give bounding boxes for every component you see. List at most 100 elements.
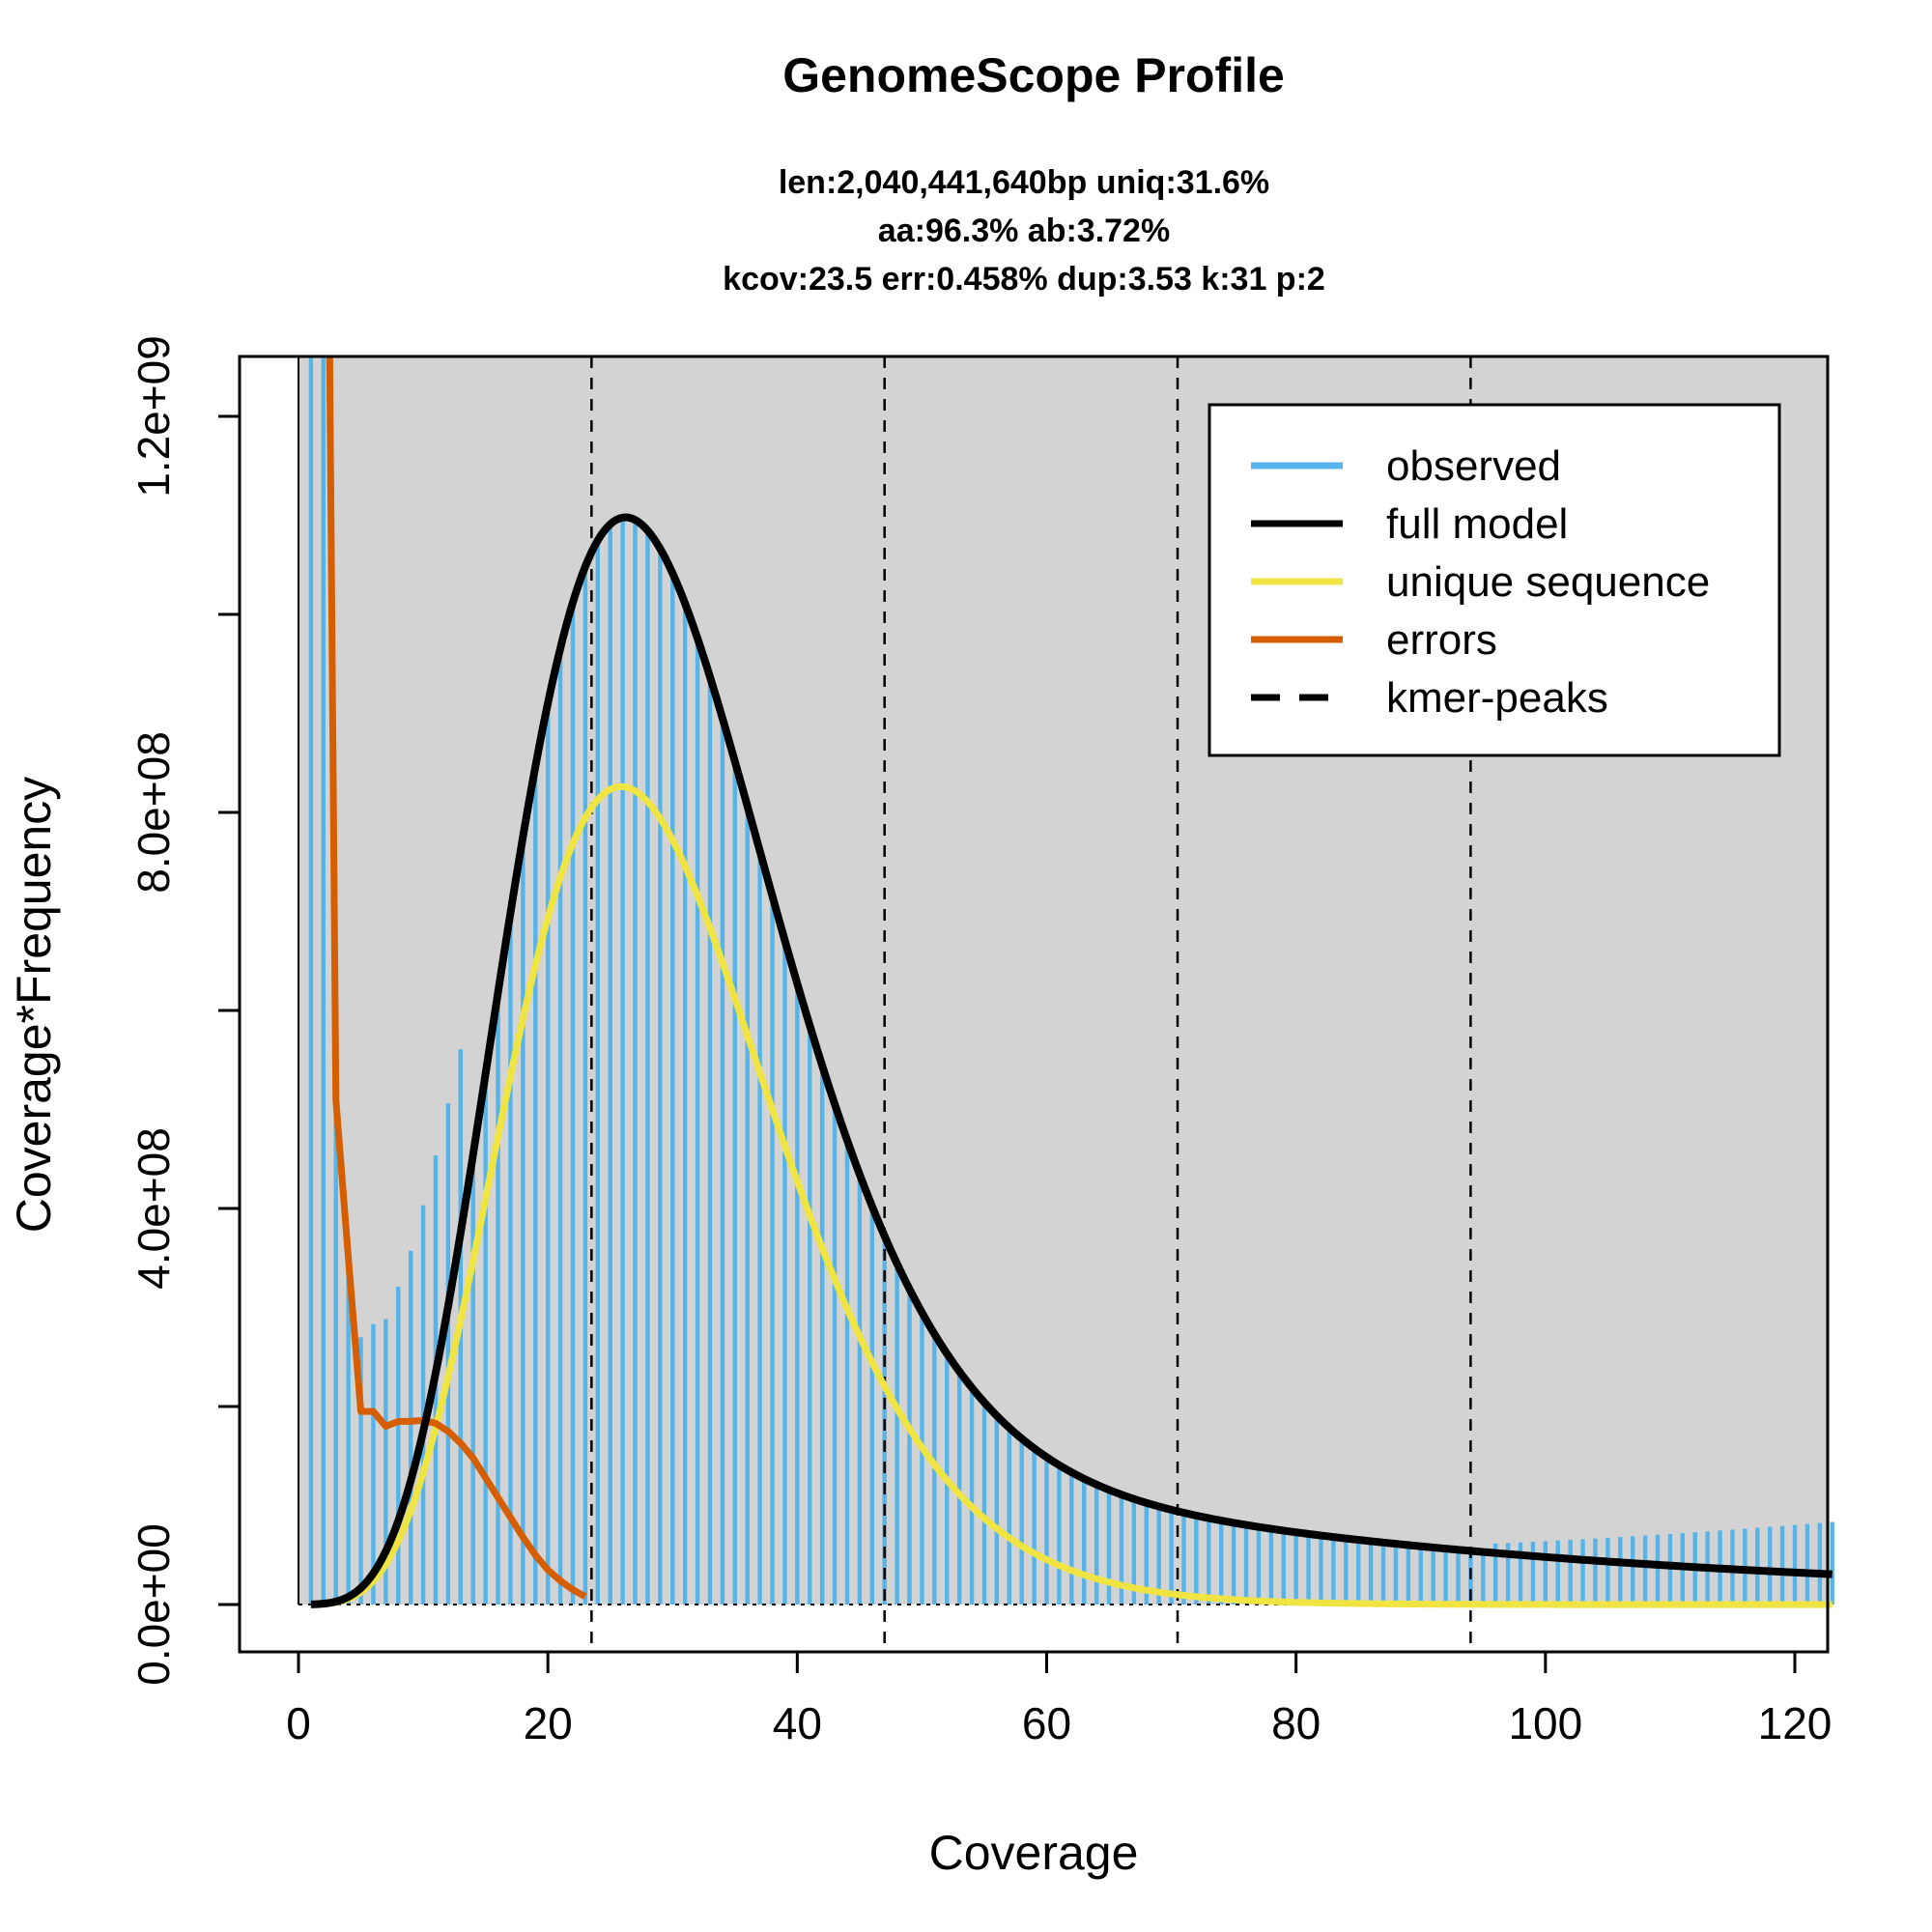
observed-bar (745, 806, 750, 1605)
observed-bar (1344, 1538, 1349, 1605)
observed-bar (595, 540, 600, 1605)
observed-bar (1207, 1518, 1211, 1605)
x-axis-label: Coverage (929, 1826, 1139, 1880)
observed-bar (1767, 1526, 1773, 1605)
observed-bar (1231, 1522, 1236, 1605)
observed-bar (795, 983, 800, 1605)
observed-bar (1106, 1490, 1112, 1605)
observed-bar (1580, 1539, 1585, 1605)
full-model-curve (310, 513, 1833, 1608)
observed-bar (1057, 1464, 1062, 1605)
chart-title: GenomeScope Profile (782, 48, 1285, 102)
observed-bar (1543, 1541, 1548, 1605)
observed-bar (1069, 1472, 1074, 1605)
observed-bar (1804, 1523, 1810, 1605)
observed-bar (1418, 1546, 1423, 1605)
unique-sequence-curve (310, 782, 1833, 1608)
observed-bar (346, 1251, 351, 1605)
observed-bar (1256, 1526, 1262, 1605)
observed-bar (1568, 1540, 1573, 1605)
observed-bar (1181, 1513, 1186, 1605)
observed-bar (1169, 1509, 1174, 1605)
observed-bar (1530, 1542, 1536, 1605)
observed-bar (445, 1103, 451, 1605)
chart-subtitle-line-1: len:2,040,441,640bp uniq:31.6% (779, 164, 1269, 201)
observed-bar (396, 1286, 401, 1605)
observed-bar (1518, 1542, 1523, 1605)
y-axis-label: Coverage*Frequency (7, 777, 61, 1234)
observed-bar (1779, 1525, 1785, 1605)
observed-bar (1306, 1533, 1311, 1605)
observed-bar (1243, 1524, 1249, 1605)
observed-bar (994, 1415, 1000, 1605)
y-axis: 0.0e+00 4.0e+08 8.0e+08 1.2e+09 (128, 335, 242, 1686)
observed-bar (1431, 1547, 1435, 1605)
model-curves (310, 356, 1833, 1608)
observed-bar (844, 1140, 850, 1605)
observed-bar (545, 702, 551, 1605)
y-tick-label: 1.2e+09 (128, 335, 179, 497)
y-tick-label: 4.0e+08 (128, 1127, 179, 1290)
observed-bar (1593, 1538, 1598, 1605)
observed-bar (981, 1402, 987, 1605)
observed-bar (371, 1323, 376, 1605)
observed-bar (1830, 1521, 1834, 1605)
observed-bar (1131, 1498, 1137, 1605)
observed-bar (1293, 1532, 1298, 1605)
observed-bar (470, 1154, 475, 1605)
observed-bar (1655, 1534, 1661, 1605)
x-tick-label: 20 (524, 1698, 573, 1748)
observed-bar (582, 566, 588, 1605)
legend-label: full model (1386, 500, 1568, 548)
x-tick-label: 0 (286, 1698, 311, 1748)
observed-bar (1007, 1428, 1011, 1605)
observed-bar (707, 676, 713, 1605)
observed-bar (670, 573, 675, 1605)
observed-bar (1032, 1448, 1037, 1605)
observed-bar (857, 1174, 863, 1605)
observed-bar (633, 520, 638, 1605)
observed-bar (1281, 1530, 1286, 1605)
observed-bar (1505, 1543, 1511, 1605)
observed-bar (1356, 1540, 1361, 1605)
legend-items: observed full model unique sequence errors k… (1251, 442, 1710, 722)
chart-subtitle-line-2: aa:96.3% ab:3.72% (878, 213, 1170, 249)
observed-bar (1618, 1537, 1623, 1605)
observed-bar (1406, 1545, 1411, 1605)
observed-bar (620, 517, 625, 1605)
observed-bar (1456, 1549, 1461, 1605)
legend-label: observed (1386, 442, 1561, 490)
observed-bar (869, 1206, 874, 1605)
observed-bar (1156, 1506, 1161, 1605)
observed-bar (1792, 1524, 1798, 1605)
x-tick-label: 60 (1022, 1698, 1071, 1748)
observed-bar (1605, 1537, 1610, 1605)
observed-bar (483, 1073, 488, 1605)
observed-bar (645, 530, 650, 1605)
x-tick-label: 80 (1271, 1698, 1321, 1748)
observed-bar (720, 718, 725, 1605)
observed-bar (557, 648, 563, 1605)
observed-bar (1481, 1551, 1486, 1605)
errors-curve (326, 356, 587, 1600)
observed-bar (533, 766, 538, 1605)
observed-bar (1555, 1540, 1560, 1605)
observed-bar (1094, 1484, 1099, 1605)
observed-bar (695, 638, 700, 1605)
observed-bar (920, 1312, 924, 1605)
observed-bar (1194, 1515, 1199, 1605)
observed-bar (333, 1096, 338, 1605)
observed-bar (408, 1250, 413, 1605)
observed-bar (1082, 1478, 1087, 1605)
y-tick-label: 8.0e+08 (128, 731, 179, 894)
observed-bar (732, 761, 737, 1605)
observed-bar (1144, 1502, 1149, 1605)
observed-bar (1331, 1537, 1336, 1605)
observed-bar (956, 1371, 962, 1605)
observed-bar (682, 603, 688, 1605)
observed-bar (308, 356, 314, 1605)
observed-bar (757, 850, 762, 1605)
observed-bar (1630, 1536, 1635, 1605)
legend-label: unique sequence (1386, 558, 1710, 606)
